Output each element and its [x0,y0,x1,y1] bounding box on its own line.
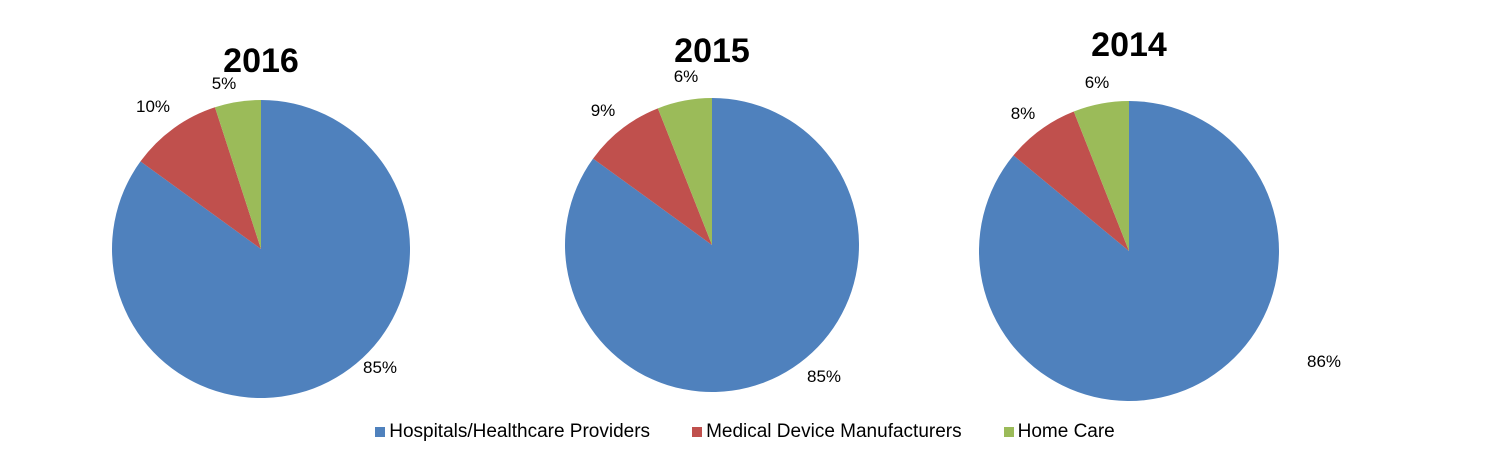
pie-2015: 2015 85% 9% 6% [564,32,859,393]
slice-2015-home-care [657,98,712,245]
legend-swatch-home-care [1003,427,1014,437]
slice-2014-home-care [1073,100,1129,251]
legend-label-home-care: Home Care [1017,421,1115,442]
data-label-2016-hospitals: 85% [363,358,397,377]
legend: Hospitals/Healthcare Providers Medical D… [0,421,1490,443]
data-label-2014-hospitals: 86% [1307,352,1341,371]
legend-item-hospitals: Hospitals/Healthcare Providers [375,421,650,443]
data-label-2016-home-care: 5% [212,74,237,93]
data-label-2014-device-manufacturers: 8% [1011,104,1036,123]
pie-title-2014: 2014 [1091,26,1167,64]
pie-title-2016: 2016 [223,42,299,80]
slice-2016-home-care [214,100,261,249]
data-label-2014-home-care: 6% [1085,73,1110,92]
data-label-2015-hospitals: 85% [807,367,841,386]
data-label-2016-device-manufacturers: 10% [136,97,170,116]
data-label-2015-device-manufacturers: 9% [591,101,616,120]
legend-label-device-manufacturers: Medical Device Manufacturers [706,421,962,442]
slice-2014-hospitals [979,101,1280,402]
slice-2016-hospitals [112,100,411,398]
legend-item-home-care: Home Care [1003,421,1115,443]
pie-charts: 2016 85% 10% 5% 2015 85% 9% 6% 2014 86% 8% 6% [112,26,1341,402]
pie-title-2015: 2015 [674,32,750,70]
pie-2016: 2016 85% 10% 5% [112,42,411,398]
legend-item-device-manufacturers: Medical Device Manufacturers [692,421,962,443]
legend-swatch-device-manufacturers [692,427,703,437]
legend-swatch-hospitals [375,427,386,437]
pie-2014: 2014 86% 8% 6% [979,26,1341,402]
slice-2015-hospitals [564,98,859,393]
slice-2016-device-manufacturers [140,107,261,249]
data-label-2015-home-care: 6% [674,67,699,86]
legend-label-hospitals: Hospitals/Healthcare Providers [389,421,651,442]
slice-2014-device-manufacturers [1013,111,1129,251]
slice-2015-device-manufacturers [593,108,712,245]
